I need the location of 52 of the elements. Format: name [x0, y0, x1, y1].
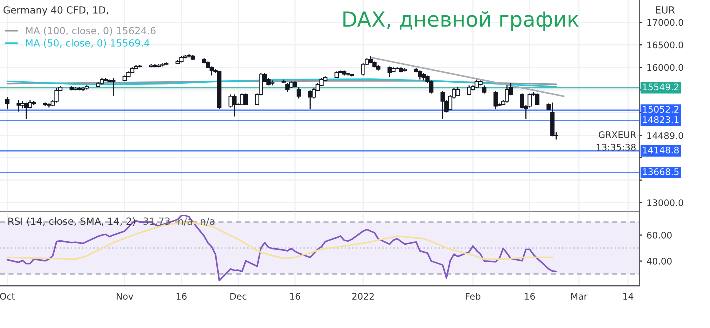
candlestick — [240, 93, 244, 106]
candlestick — [244, 93, 248, 106]
line-series — [6, 215, 558, 282]
x-tick-label: Dec — [230, 293, 247, 300]
candlestick — [286, 82, 290, 93]
y-axis-title: EUR — [656, 6, 676, 14]
y-tick-label: 16000.0 — [648, 64, 684, 72]
candlestick — [440, 90, 445, 120]
candlestick — [456, 86, 460, 98]
line-series — [6, 78, 558, 88]
x-tick-label: Mar — [572, 293, 588, 300]
y-tick-label: 13000.0 — [648, 200, 684, 206]
text: DAX, дневной график — [344, 11, 579, 32]
y-tick-label: 17000.0 — [648, 19, 684, 26]
ref-line-label: 14148.8 — [643, 146, 679, 154]
x-tick-label: 14 — [624, 293, 634, 300]
candlestick — [494, 90, 498, 110]
candlestick — [505, 85, 510, 104]
x-tick-label: 16 — [525, 293, 536, 300]
legend-label: MA (100, close, 0) 15624.6 — [26, 27, 156, 36]
ref-line-label: 15549.2 — [643, 84, 679, 91]
candlestick — [232, 94, 237, 118]
annotation: n/a — [200, 218, 215, 226]
x-tick-label: Feb — [466, 292, 481, 300]
y-tick-label: 60.00 — [647, 232, 672, 239]
text: Germany 40 CFD, 1D, — [4, 6, 108, 16]
candlestick — [418, 70, 422, 80]
x-tick-label: 2022 — [352, 293, 374, 300]
text: RSI (14, close, SMA, 14, 2) — [8, 218, 136, 226]
annotation: 31.73 — [144, 218, 170, 226]
candlestick — [296, 86, 302, 100]
candlestick — [388, 66, 392, 78]
x-tick-label: Oct — [0, 293, 16, 300]
x-tick-label: 16 — [176, 293, 187, 300]
candlestick — [5, 96, 10, 110]
y-tick-label: 14489.0 — [648, 132, 684, 140]
candlestick — [54, 88, 59, 104]
ref-line-label: 13668.5 — [643, 168, 679, 176]
candlestick — [535, 93, 540, 106]
y-tick-label: 40.00 — [647, 258, 672, 265]
candlestick — [550, 102, 555, 138]
candlestick — [210, 66, 214, 76]
x-tick-label: Nov — [116, 293, 134, 300]
x-tick-label: 16 — [290, 293, 300, 300]
candlestick — [467, 85, 472, 96]
annotation: GRXEUR — [598, 132, 636, 138]
y-tick-label: 16500.0 — [648, 42, 684, 49]
ref-line-label: 15052.2 — [643, 106, 679, 113]
legend-label: MA (50, close, 0) 15569.4 — [26, 39, 150, 48]
annotation: n/a — [178, 218, 192, 226]
ref-line-label: 14823.1 — [643, 116, 679, 124]
annotation: 13:35:38 — [596, 144, 636, 151]
